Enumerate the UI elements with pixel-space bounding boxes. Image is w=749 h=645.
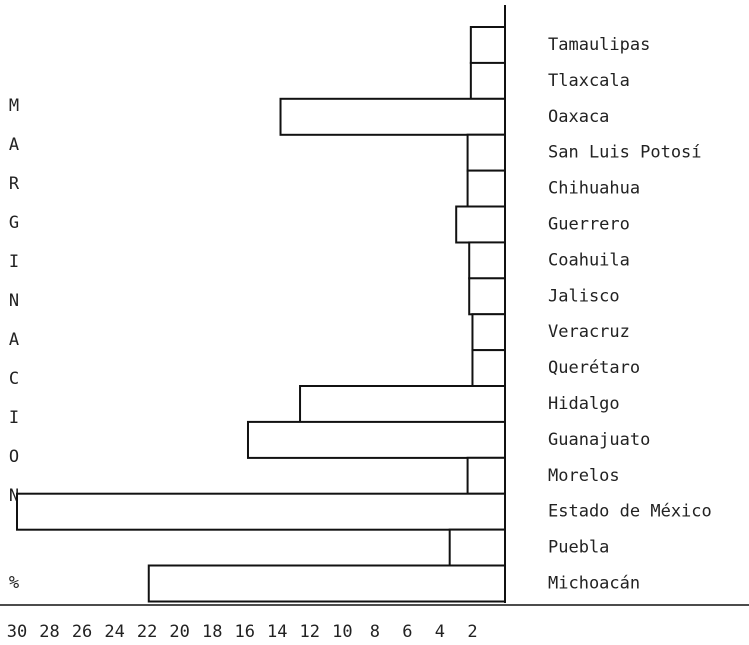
x-tick-label: 20 xyxy=(169,622,189,642)
x-tick-label: 4 xyxy=(435,622,445,642)
x-tick-label: 14 xyxy=(267,622,287,642)
x-tick-label: 24 xyxy=(104,622,124,642)
bar xyxy=(466,169,507,208)
x-tick-label: 8 xyxy=(370,622,380,642)
category-label: Guerrero xyxy=(548,215,630,235)
category-label: Morelos xyxy=(548,466,620,486)
x-tick-label: 16 xyxy=(234,622,254,642)
category-label: Tlaxcala xyxy=(548,71,630,91)
category-label: Tamaulipas xyxy=(548,35,650,55)
category-label: Estado de México xyxy=(548,502,712,522)
x-tick-label: 10 xyxy=(332,622,352,642)
x-tick-label: 2 xyxy=(467,622,477,642)
category-label: Veracruz xyxy=(548,322,630,342)
bar xyxy=(471,313,507,352)
bar xyxy=(469,26,506,64)
bar xyxy=(448,528,506,567)
x-tick-label: 6 xyxy=(402,622,412,642)
x-tick-label: 30 xyxy=(7,622,27,642)
category-label: San Luis Potosí xyxy=(548,143,702,163)
x-tick-label: 26 xyxy=(72,622,92,642)
category-label: Oaxaca xyxy=(548,107,609,127)
bar xyxy=(468,277,507,316)
category-label: Hidalgo xyxy=(548,394,620,414)
bar xyxy=(468,241,507,280)
x-tick-label: 28 xyxy=(39,622,59,642)
category-label: Coahuila xyxy=(548,250,630,270)
bar xyxy=(299,385,507,423)
category-label: Jalisco xyxy=(548,286,620,306)
bar xyxy=(279,97,506,136)
bar xyxy=(466,133,507,172)
bar xyxy=(469,61,506,100)
category-label: Michoacán xyxy=(548,574,640,594)
x-tick-label: 18 xyxy=(202,622,222,642)
x-tick-label: 22 xyxy=(137,622,157,642)
bar xyxy=(147,564,506,603)
y-axis-label: MARGINACION xyxy=(4,96,24,525)
x-tick-label: 12 xyxy=(300,622,320,642)
bar xyxy=(246,420,506,459)
bar xyxy=(16,492,506,531)
category-label: Puebla xyxy=(548,538,609,558)
unit-label: % xyxy=(9,573,19,593)
category-label: Querétaro xyxy=(548,358,640,378)
bar xyxy=(455,205,507,244)
category-label: Chihuahua xyxy=(548,179,640,199)
bar xyxy=(471,349,507,388)
bar xyxy=(466,456,507,495)
category-label: Guanajuato xyxy=(548,430,650,450)
